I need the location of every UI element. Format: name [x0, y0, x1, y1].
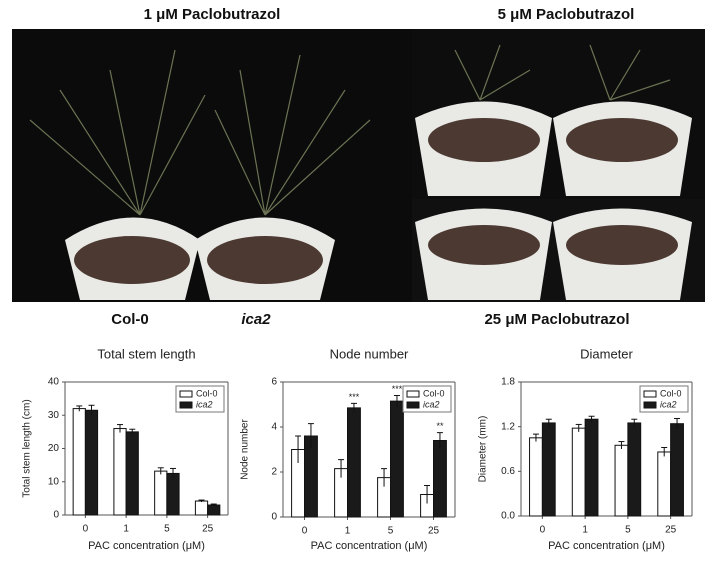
bar [194, 500, 209, 516]
x-tick-label: 25 [428, 526, 440, 537]
bar [670, 423, 684, 517]
photo-label: 25 μM Paclobutrazol [484, 311, 629, 328]
y-tick-label: 0.0 [501, 511, 515, 522]
y-tick-label: 4 [271, 422, 277, 433]
x-tick-label: 0 [540, 525, 546, 536]
bar [125, 431, 139, 516]
bar [584, 418, 599, 517]
y-tick-label: 1.8 [501, 377, 515, 388]
bar [657, 451, 672, 517]
bar [166, 472, 180, 516]
bar [84, 409, 99, 516]
y-axis-label: Total stem length (cm) [22, 399, 33, 497]
legend-label: Col-0 [196, 388, 218, 398]
legend-label: ica2 [660, 399, 677, 409]
y-tick-label: 1.2 [501, 421, 515, 432]
x-axis-label: PAC concentration (μM) [548, 540, 665, 552]
y-tick-label: 30 [48, 410, 60, 421]
bar [72, 408, 86, 516]
bar [390, 400, 404, 518]
x-tick-label: 0 [302, 526, 308, 537]
x-tick-label: 5 [388, 526, 394, 537]
legend-swatch [179, 401, 193, 409]
x-tick-label: 1 [582, 525, 588, 536]
legend-swatch [406, 390, 420, 398]
x-tick-label: 1 [345, 526, 351, 537]
legend-label: Col-0 [423, 388, 445, 398]
bar [571, 427, 586, 517]
y-tick-label: 6 [271, 377, 277, 388]
y-tick-label: 10 [48, 476, 60, 487]
bar [529, 437, 543, 517]
genotype-label: ica2 [241, 311, 271, 328]
photo-label: 5 μM Paclobutrazol [498, 6, 635, 23]
bar [433, 440, 447, 518]
legend-label: ica2 [423, 399, 440, 409]
x-tick-label: 1 [123, 524, 129, 535]
legend-label: Col-0 [660, 388, 682, 398]
chart-title: Node number [330, 346, 409, 361]
x-tick-label: 5 [164, 524, 170, 535]
bar [614, 444, 629, 517]
chart-title: Total stem length [97, 346, 195, 361]
bar [113, 428, 127, 516]
x-tick-label: 5 [625, 525, 631, 536]
y-tick-label: 40 [48, 377, 60, 388]
legend-swatch [406, 401, 420, 409]
y-tick-label: 2 [271, 467, 277, 478]
significance-label: *** [392, 384, 403, 394]
x-tick-label: 0 [83, 524, 89, 535]
photo [12, 29, 705, 302]
bar [347, 407, 361, 518]
legend-swatch [643, 390, 657, 398]
bar [154, 470, 168, 516]
bar [207, 504, 221, 516]
x-tick-label: 25 [665, 525, 677, 536]
y-tick-label: 0 [271, 512, 277, 523]
y-axis-label: Diameter (mm) [478, 416, 489, 483]
bar [541, 422, 556, 517]
y-tick-label: 0 [53, 510, 59, 521]
legend-swatch [179, 390, 193, 398]
y-tick-label: 20 [48, 443, 60, 454]
photo-label: 1 μM Paclobutrazol [144, 6, 281, 23]
chart-title: Diameter [580, 346, 633, 361]
bar [627, 422, 642, 517]
legend-swatch [643, 401, 657, 409]
legend-label: ica2 [196, 399, 213, 409]
y-tick-label: 0.6 [501, 466, 515, 477]
significance-label: ** [436, 421, 444, 431]
x-tick-label: 25 [202, 524, 214, 535]
x-axis-label: PAC concentration (μM) [88, 540, 205, 552]
y-axis-label: Node number [240, 419, 251, 480]
significance-label: *** [349, 392, 360, 402]
genotype-label: Col-0 [111, 311, 149, 328]
x-axis-label: PAC concentration (μM) [311, 540, 428, 552]
